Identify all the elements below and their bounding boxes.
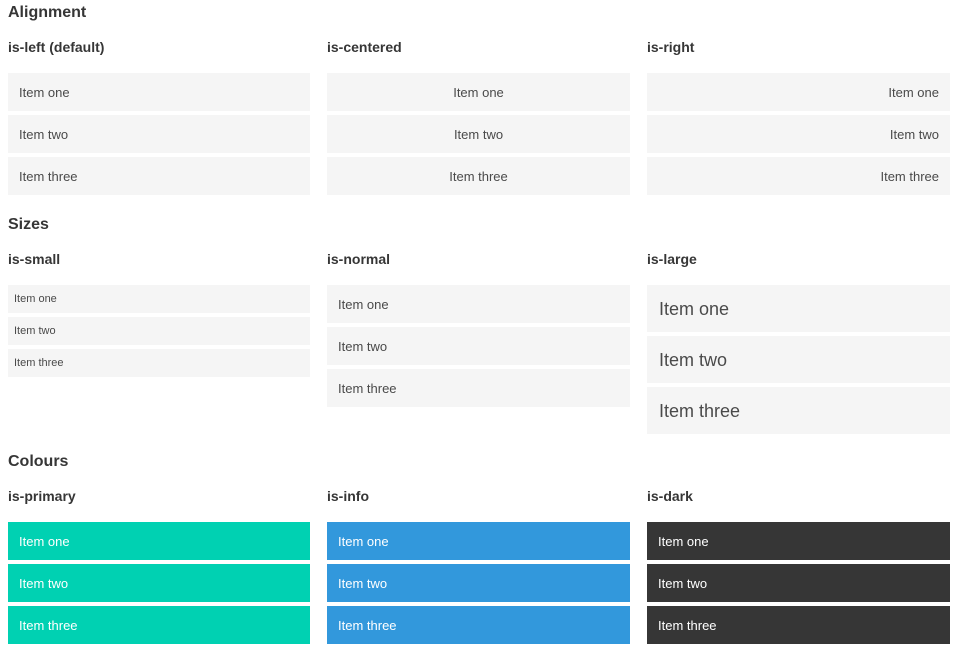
- list-item[interactable]: Item one: [327, 522, 630, 560]
- group-label: is-normal: [327, 251, 391, 267]
- group-label: is-right: [647, 39, 695, 55]
- colours-grid: is-primary Item one Item two Item three …: [8, 489, 950, 644]
- group-is-left: is-left (default) Item one Item two Item…: [8, 40, 310, 195]
- list-is-dark: Item one Item two Item three: [647, 522, 950, 644]
- list-item[interactable]: Item one: [8, 73, 310, 111]
- list-is-right: Item one Item two Item three: [647, 73, 950, 195]
- list-item[interactable]: Item three: [647, 606, 950, 644]
- alignment-grid: is-left (default) Item one Item two Item…: [8, 40, 950, 195]
- group-is-primary: is-primary Item one Item two Item three: [8, 489, 310, 644]
- list-item[interactable]: Item three: [327, 157, 630, 195]
- list-item[interactable]: Item one: [647, 285, 950, 332]
- section-colours: Colours is-primary Item one Item two Ite…: [8, 453, 950, 644]
- group-label: is-info: [327, 488, 369, 504]
- section-sizes: Sizes is-small Item one Item two Item th…: [8, 216, 950, 434]
- list-item[interactable]: Item three: [327, 369, 630, 407]
- list-item[interactable]: Item two: [8, 317, 310, 345]
- group-label: is-primary: [8, 488, 76, 504]
- list-is-large: Item one Item two Item three: [647, 285, 950, 434]
- list-is-small: Item one Item two Item three: [8, 285, 310, 377]
- group-is-normal: is-normal Item one Item two Item three: [327, 252, 630, 407]
- list-item[interactable]: Item one: [8, 285, 310, 313]
- group-label: is-small: [8, 251, 61, 267]
- list-is-primary: Item one Item two Item three: [8, 522, 310, 644]
- section-title: Sizes: [8, 216, 49, 233]
- sizes-grid: is-small Item one Item two Item three is…: [8, 252, 950, 434]
- list-item[interactable]: Item three: [8, 349, 310, 377]
- list-item[interactable]: Item three: [8, 606, 310, 644]
- list-item[interactable]: Item two: [8, 115, 310, 153]
- section-alignment: Alignment is-left (default) Item one Ite…: [8, 4, 950, 195]
- list-item[interactable]: Item two: [647, 336, 950, 383]
- list-is-normal: Item one Item two Item three: [327, 285, 630, 407]
- list-item[interactable]: Item two: [647, 115, 950, 153]
- list-item[interactable]: Item three: [8, 157, 310, 195]
- list-is-centered: Item one Item two Item three: [327, 73, 630, 195]
- group-is-right: is-right Item one Item two Item three: [647, 40, 950, 195]
- list-item[interactable]: Item two: [647, 564, 950, 602]
- list-is-left: Item one Item two Item three: [8, 73, 310, 195]
- list-item[interactable]: Item one: [327, 73, 630, 111]
- group-label: is-left (default): [8, 39, 105, 55]
- section-title: Alignment: [8, 4, 87, 21]
- section-title: Colours: [8, 453, 69, 470]
- group-is-large: is-large Item one Item two Item three: [647, 252, 950, 434]
- group-is-small: is-small Item one Item two Item three: [8, 252, 310, 377]
- group-label: is-dark: [647, 488, 693, 504]
- group-is-centered: is-centered Item one Item two Item three: [327, 40, 630, 195]
- list-item[interactable]: Item one: [647, 522, 950, 560]
- list-item[interactable]: Item one: [8, 522, 310, 560]
- list-item[interactable]: Item two: [327, 327, 630, 365]
- group-label: is-centered: [327, 39, 402, 55]
- list-item[interactable]: Item one: [647, 73, 950, 111]
- list-item[interactable]: Item two: [327, 564, 630, 602]
- group-is-dark: is-dark Item one Item two Item three: [647, 489, 950, 644]
- group-is-info: is-info Item one Item two Item three: [327, 489, 630, 644]
- list-item[interactable]: Item three: [647, 157, 950, 195]
- list-item[interactable]: Item three: [327, 606, 630, 644]
- list-item[interactable]: Item three: [647, 387, 950, 434]
- list-is-info: Item one Item two Item three: [327, 522, 630, 644]
- group-label: is-large: [647, 251, 697, 267]
- list-item[interactable]: Item one: [327, 285, 630, 323]
- list-item[interactable]: Item two: [327, 115, 630, 153]
- list-item[interactable]: Item two: [8, 564, 310, 602]
